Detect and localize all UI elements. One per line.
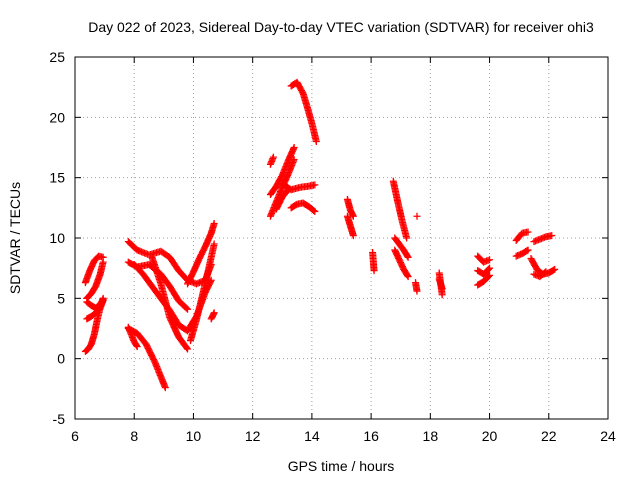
- y-tick-labels: -5 0 5 10 15 20 25: [49, 49, 65, 427]
- data-point: [311, 181, 319, 189]
- data-arc: [512, 228, 532, 244]
- data-arc: [266, 153, 277, 168]
- data-point: [404, 273, 412, 281]
- data-point: [541, 269, 549, 277]
- data-arc: [391, 234, 412, 261]
- data-point: [207, 276, 215, 284]
- y-tick-label: 5: [57, 290, 65, 306]
- data-point: [99, 258, 107, 266]
- x-tick-labels: 6 8 10 12 14 16 18 20 22 24: [71, 428, 616, 444]
- data-point: [310, 206, 318, 214]
- data-point: [184, 305, 192, 313]
- data-point: [403, 234, 411, 242]
- data-arc: [412, 279, 421, 295]
- x-axis-label: GPS time / hours: [288, 458, 395, 474]
- data-point: [403, 271, 411, 279]
- data-points: [81, 78, 559, 392]
- data-point: [99, 296, 107, 304]
- data-arc: [287, 78, 320, 145]
- y-tick-label: 0: [57, 351, 65, 367]
- data-point: [182, 304, 190, 312]
- data-arc: [413, 212, 421, 220]
- data-point: [551, 265, 559, 273]
- data-point: [290, 144, 298, 151]
- y-tick-label: 20: [49, 109, 65, 125]
- data-point: [370, 267, 378, 275]
- x-tick-label: 18: [423, 428, 439, 444]
- chart-title: Day 022 of 2023, Sidereal Day-to-day VTE…: [88, 19, 594, 35]
- data-point: [161, 384, 169, 392]
- x-tick-label: 22: [541, 428, 557, 444]
- data-arc: [530, 268, 550, 281]
- y-tick-label: 15: [49, 170, 65, 186]
- y-tick-label: -5: [53, 411, 66, 427]
- x-tick-label: 20: [482, 428, 498, 444]
- data-arc: [474, 252, 494, 266]
- data-point: [413, 212, 421, 220]
- y-tick-label: 25: [49, 49, 65, 65]
- data-point: [438, 291, 446, 299]
- data-point: [486, 271, 494, 279]
- data-point: [548, 232, 556, 240]
- data-point: [98, 297, 106, 305]
- data-point: [403, 252, 411, 260]
- data-point: [404, 253, 412, 261]
- x-tick-label: 14: [304, 428, 320, 444]
- data-point: [269, 153, 277, 161]
- data-point: [485, 272, 493, 280]
- data-point: [524, 246, 532, 254]
- data-arc: [266, 144, 298, 199]
- data-arc: [530, 232, 556, 246]
- data-point: [542, 268, 550, 276]
- data-arc: [186, 240, 218, 345]
- data-arc: [369, 248, 378, 275]
- data-arc: [287, 199, 319, 215]
- data-arc: [207, 309, 218, 323]
- data-point: [349, 232, 357, 240]
- data-arc: [83, 296, 107, 312]
- data-point: [210, 309, 218, 317]
- data-point: [550, 266, 558, 274]
- data-point: [183, 344, 191, 352]
- data-point: [523, 247, 531, 255]
- data-point: [486, 256, 494, 264]
- x-tick-label: 6: [71, 428, 79, 444]
- data-point: [349, 212, 357, 220]
- data-arc: [474, 271, 494, 289]
- x-tick-label: 12: [245, 428, 261, 444]
- x-tick-label: 10: [186, 428, 202, 444]
- data-point: [524, 228, 532, 236]
- data-arc: [124, 325, 169, 392]
- data-point: [312, 137, 320, 145]
- data-point: [132, 341, 140, 349]
- data-point: [210, 240, 218, 248]
- data-point: [486, 264, 494, 272]
- data-point: [413, 287, 421, 295]
- data-arc: [512, 246, 532, 260]
- data-arc: [435, 275, 446, 293]
- axis-ticks: [74, 56, 609, 420]
- data-point: [184, 345, 192, 353]
- data-point: [133, 343, 141, 351]
- data-arc: [124, 238, 215, 288]
- x-tick-label: 8: [130, 428, 138, 444]
- x-tick-label: 24: [600, 428, 616, 444]
- data-point: [311, 207, 319, 215]
- data-arc: [83, 258, 107, 302]
- data-arc: [184, 220, 218, 288]
- data-arc: [391, 246, 412, 281]
- y-axis-label: SDTVAR / TECUs: [7, 182, 23, 294]
- data-arc: [389, 177, 411, 242]
- data-arc: [148, 253, 192, 353]
- data-point: [438, 285, 446, 293]
- data-arc: [343, 195, 357, 220]
- data-arc: [343, 212, 357, 240]
- data-point: [210, 220, 218, 228]
- data-arc: [278, 180, 319, 194]
- data-arc: [474, 264, 494, 278]
- x-tick-label: 16: [363, 428, 379, 444]
- data-point: [485, 265, 493, 273]
- y-tick-label: 10: [49, 230, 65, 246]
